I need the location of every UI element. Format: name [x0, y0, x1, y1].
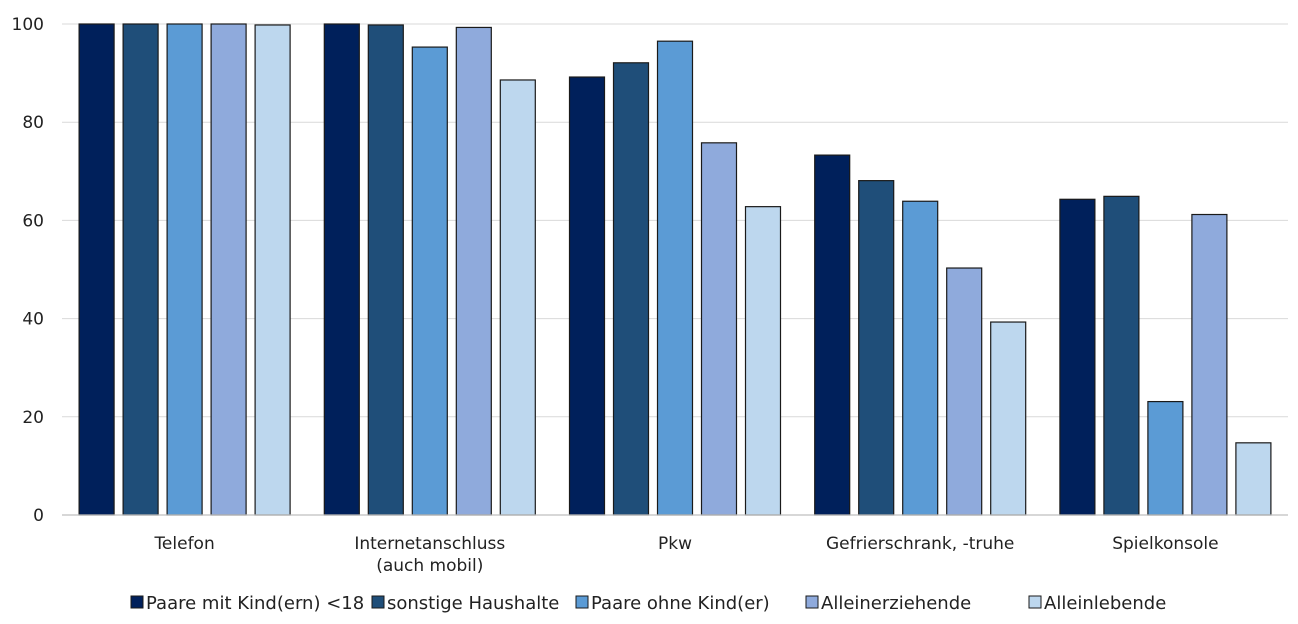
legend-item: Alleinerziehende	[805, 593, 971, 614]
bar	[1059, 198, 1096, 516]
x-axis-category-labels: Telefon Internetanschluss (auch mobil) Pkw G…	[153, 534, 1218, 576]
bar	[612, 62, 650, 516]
bar	[568, 76, 606, 516]
legend-item: Alleinlebende	[1028, 593, 1166, 614]
bar	[814, 154, 851, 516]
bar	[166, 23, 203, 516]
legend-item: sonstige Haushalte	[371, 593, 559, 614]
bar	[700, 142, 738, 516]
bar	[858, 180, 895, 516]
y-tick-label: 80	[22, 113, 44, 133]
bar	[499, 79, 536, 516]
legend-item: Paare mit Kind(ern) <18	[130, 593, 364, 614]
bar	[411, 46, 448, 516]
legend-label: Paare ohne Kind(er)	[591, 593, 770, 614]
x-category-label: Pkw	[658, 534, 692, 554]
bar	[210, 23, 247, 516]
legend-swatch	[1028, 595, 1042, 609]
y-tick-label: 40	[22, 310, 44, 330]
bar	[1191, 213, 1228, 516]
legend-swatch	[575, 595, 589, 609]
bar	[946, 267, 983, 516]
legend-swatch	[371, 595, 385, 609]
x-category-label: Telefon	[153, 534, 214, 554]
y-tick-label: 60	[22, 211, 44, 231]
legend-swatch	[130, 595, 144, 609]
legend-swatch	[805, 595, 819, 609]
bar	[902, 200, 939, 516]
y-tick-label: 100	[12, 15, 44, 35]
bars	[78, 23, 1272, 516]
bar	[656, 40, 694, 516]
bar	[78, 23, 115, 516]
x-category-label: Internetanschluss (auch mobil)	[354, 534, 505, 576]
bar	[744, 206, 782, 516]
bar	[367, 24, 404, 516]
y-tick-label: 0	[33, 506, 44, 526]
bar	[323, 23, 360, 516]
bar	[455, 26, 492, 516]
legend: Paare mit Kind(ern) <18 sonstige Haushalt…	[130, 593, 1166, 614]
bar	[1235, 442, 1272, 516]
legend-label: Alleinerziehende	[821, 593, 971, 614]
y-axis-tick-labels: 0 20 40 60 80 100	[12, 15, 44, 526]
legend-label: Alleinlebende	[1044, 593, 1166, 614]
x-category-label: Gefrierschrank, -truhe	[826, 534, 1014, 554]
legend-label: sonstige Haushalte	[387, 593, 559, 614]
bar	[1147, 400, 1184, 516]
y-tick-label: 20	[22, 408, 44, 428]
legend-item: Paare ohne Kind(er)	[575, 593, 770, 614]
x-category-label: Spielkonsole	[1112, 534, 1218, 554]
bar	[990, 321, 1027, 516]
bar	[1103, 195, 1140, 516]
legend-label: Paare mit Kind(ern) <18	[146, 593, 364, 614]
bar	[254, 24, 291, 516]
bar	[122, 23, 159, 516]
